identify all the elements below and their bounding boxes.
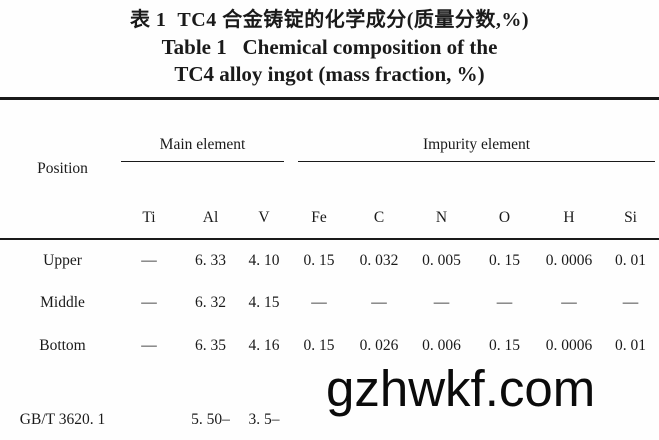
table-title-english-line2: TC4 alloy ingot (mass fraction, %) xyxy=(174,62,485,86)
table-cell: — xyxy=(311,294,327,311)
standard-cell-c: ≤0. 08 xyxy=(348,368,410,440)
row-label-upper: Upper xyxy=(43,252,82,269)
table-title-chinese: 表 1 TC4 合金铸锭的化学成分(质量分数,%) xyxy=(129,9,530,31)
column-header-position: Position xyxy=(0,98,115,240)
column-header-si: Si xyxy=(602,198,659,240)
table-caption: 表 1 TC4 合金铸锭的化学成分(质量分数,%) Table 1 Chemic… xyxy=(0,0,659,88)
group-header-impurity-element-label: Impurity element xyxy=(298,136,656,162)
table-cell: 0. 01 xyxy=(615,252,647,269)
table-cell: 4. 15 xyxy=(248,294,280,311)
standard-cell-v: 3. 5– 4. 5 xyxy=(238,368,290,440)
column-header-o: O xyxy=(473,198,537,240)
table-cell: 0. 15 xyxy=(489,337,521,354)
table-cell: 6. 35 xyxy=(195,337,226,354)
column-header-v: V xyxy=(238,198,291,240)
standard-row-label-line1: GB/T 3620. 1 xyxy=(19,411,106,428)
row-label-bottom: Bottom xyxy=(39,337,86,354)
table-row-upper: Upper — 6. 33 4. 10 0. 15 0. 032 0. 005 … xyxy=(0,239,659,282)
group-header-main-element: Main element xyxy=(115,99,290,199)
table-cell: — xyxy=(433,294,450,311)
table-group-header-row: Position Main element Impurity element xyxy=(0,98,659,240)
table-cell: — xyxy=(141,252,157,269)
table-row-middle: Middle — 6. 32 4. 15 — — — — — — xyxy=(0,282,659,324)
table-cell: 0. 15 xyxy=(489,252,521,269)
table-cell: — xyxy=(561,294,577,311)
table-cell: 0. 15 xyxy=(303,337,335,354)
table-cell: — xyxy=(496,294,513,311)
standard-cell-v-line1: 3. 5– xyxy=(248,411,280,428)
group-header-main-element-label: Main element xyxy=(121,136,285,162)
table-cell: 0. 005 xyxy=(422,252,461,269)
standard-cell-ti: Matrix xyxy=(115,368,183,440)
table-cell: 0. 01 xyxy=(615,337,647,354)
column-header-ti: Ti xyxy=(115,198,183,240)
column-header-h: H xyxy=(536,198,603,240)
standard-cell-n: ≤0. 05 xyxy=(410,368,473,440)
table-cell: 0. 0006 xyxy=(545,337,593,354)
table-cell: — xyxy=(371,294,387,311)
column-header-al: Al xyxy=(183,198,238,240)
table-cell: 4. 10 xyxy=(248,252,280,269)
table-symbol-header-row: Ti Al V Fe C N O H Si xyxy=(0,198,659,240)
table-cell: 0. 032 xyxy=(359,252,399,269)
standard-cell-si: ≤0. 1 xyxy=(602,368,659,440)
group-header-impurity-element: Impurity element xyxy=(290,99,659,199)
table-row-standard: GB/T 3620. 1 —2016 Matrix 5. 50– 6. 75 3… xyxy=(0,368,659,440)
table-row-bottom: Bottom — 6. 35 4. 16 0. 15 0. 026 0. 006… xyxy=(0,324,659,368)
table-cell: 0. 006 xyxy=(422,337,461,354)
standard-row-label: GB/T 3620. 1 —2016 xyxy=(0,368,115,440)
table-title-english-line1: Table 1 Chemical composition of the xyxy=(161,35,498,59)
table-cell: 6. 33 xyxy=(195,252,226,269)
table-cell: 0. 15 xyxy=(303,252,335,269)
row-label-middle: Middle xyxy=(40,294,85,311)
table-cell: — xyxy=(141,337,157,354)
table-cell: 4. 16 xyxy=(248,337,280,354)
table-cell: 6. 32 xyxy=(195,294,226,311)
standard-cell-al-line1: 5. 50– xyxy=(191,411,230,428)
column-header-n: N xyxy=(410,198,474,240)
column-header-fe: Fe xyxy=(290,198,349,240)
standard-cell-h: ≤0. 015 xyxy=(536,368,602,440)
standard-cell-o: ≤0. 2 xyxy=(473,368,536,440)
column-header-c: C xyxy=(348,198,411,240)
standard-cell-fe: ≤0. 3 xyxy=(290,368,348,440)
table-cell: 0. 026 xyxy=(359,337,399,354)
composition-table: Position Main element Impurity element T… xyxy=(0,97,659,440)
table-cell: 0. 0006 xyxy=(545,252,593,269)
table-cell: — xyxy=(141,294,157,311)
standard-cell-al: 5. 50– 6. 75 xyxy=(183,368,238,440)
table-cell: — xyxy=(622,294,639,311)
